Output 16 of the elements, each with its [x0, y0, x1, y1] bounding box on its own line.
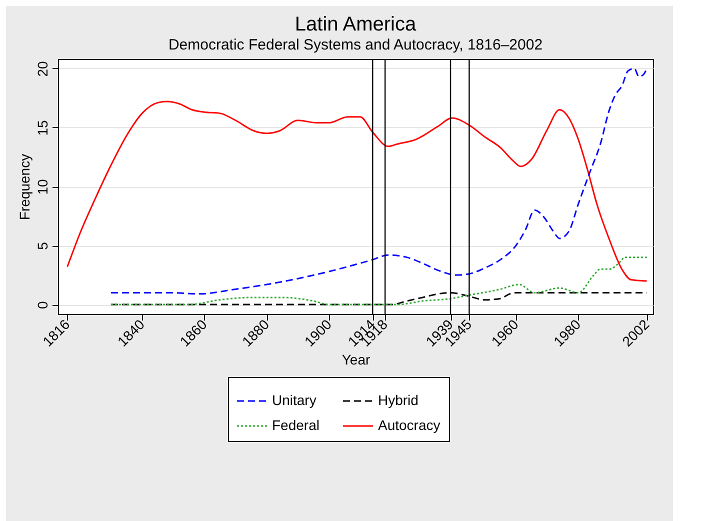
y-tick-label: 15 — [34, 120, 50, 136]
line-series — [110, 68, 648, 295]
y-tick-label: 20 — [34, 60, 50, 77]
y-tick-label: 10 — [34, 179, 50, 195]
legend-label: Federal — [272, 417, 320, 433]
legend-label: Hybrid — [378, 392, 418, 408]
line-series — [110, 256, 648, 306]
y-tick-label: 0 — [34, 300, 50, 309]
y-axis-title: Frequency — [16, 154, 32, 220]
y-tick-label: 5 — [34, 242, 50, 250]
chart-subtitle: Democratic Federal Systems and Autocracy, 1816–2002 — [168, 36, 543, 54]
legend-label: Autocracy — [378, 417, 440, 433]
legend-label: Unitary — [272, 392, 316, 408]
chart-title: Latin America — [294, 13, 417, 36]
x-axis-title: Year — [342, 351, 370, 368]
line-series — [66, 100, 648, 282]
